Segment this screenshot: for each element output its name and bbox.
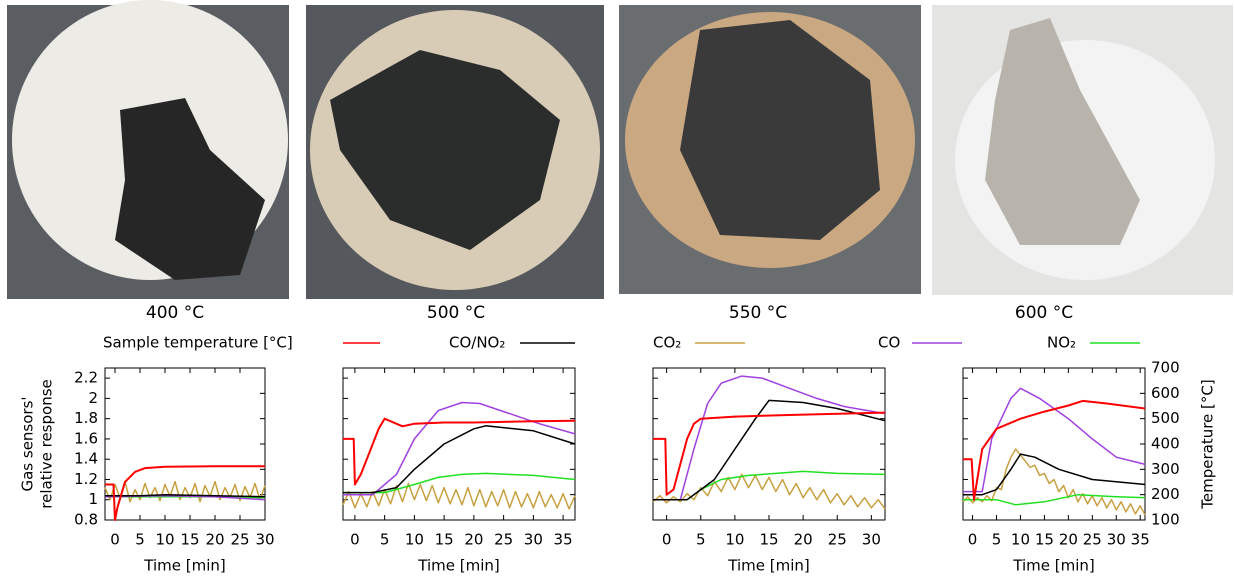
y-tick-label: 1.2 (74, 470, 98, 488)
y-tick-label: 1.4 (74, 450, 98, 468)
x-tick-label: 5 (696, 531, 706, 549)
figure: 400 °C 500 °C 550 °C 600 °C Sample temperatu… (0, 0, 1234, 578)
x-tick-label: 25 (230, 531, 249, 549)
x-tick-label: 15 (435, 531, 454, 549)
x-tick-label: 10 (725, 531, 744, 549)
x-tick-label: 5 (992, 531, 1002, 549)
x-tick-label: 10 (405, 531, 424, 549)
x-tick-label: 10 (1011, 531, 1030, 549)
y2-tick-label: 300 (1151, 460, 1180, 478)
y-axis-label: Gas sensors' (19, 396, 37, 491)
photo (306, 5, 604, 299)
y2-tick-label: 400 (1151, 435, 1180, 453)
x-axis-label: Time [min] (727, 557, 809, 575)
photos (7, 0, 1233, 299)
x-tick-label: 25 (1083, 531, 1102, 549)
y-tick-label: 1.8 (74, 409, 98, 427)
x-tick-label: 0 (110, 531, 120, 549)
photo (7, 0, 289, 299)
x-tick-label: 5 (380, 531, 390, 549)
x-tick-label: 20 (464, 531, 483, 549)
x-tick-label: 15 (759, 531, 778, 549)
x-tick-label: 5 (135, 531, 145, 549)
legend-label: CO₂ (653, 334, 681, 352)
y-axis-label: relative response (38, 379, 56, 508)
x-tick-label: 20 (1059, 531, 1078, 549)
photo (932, 5, 1233, 295)
y2-tick-label: 100 (1151, 511, 1180, 529)
x-tick-label: 35 (1131, 531, 1150, 549)
y2-axis-label: Temperature [°C] (1199, 379, 1217, 509)
legend-label: Sample temperature [°C] (103, 334, 293, 352)
x-tick-label: 0 (350, 531, 360, 549)
y-tick-label: 2 (88, 389, 98, 407)
x-tick-label: 30 (1107, 531, 1126, 549)
y-tick-label: 0.8 (74, 511, 98, 529)
y2-tick-label: 200 (1151, 485, 1180, 503)
x-tick-label: 0 (968, 531, 978, 549)
x-tick-label: 15 (180, 531, 199, 549)
y2-tick-label: 500 (1151, 409, 1180, 427)
photo-caption: 550 °C (729, 303, 787, 323)
x-tick-label: 30 (862, 531, 881, 549)
x-tick-label: 20 (794, 531, 813, 549)
x-tick-label: 20 (205, 531, 224, 549)
y2-tick-label: 700 (1151, 359, 1180, 377)
legend-label: NO₂ (1047, 334, 1076, 352)
x-tick-label: 25 (828, 531, 847, 549)
x-tick-label: 15 (1035, 531, 1054, 549)
photo-caption: 600 °C (1015, 303, 1073, 323)
legend-label: CO/NO₂ (449, 334, 505, 352)
x-tick-label: 0 (662, 531, 672, 549)
photo-caption: 400 °C (146, 303, 204, 323)
y-tick-label: 1 (88, 490, 98, 508)
x-tick-label: 25 (494, 531, 513, 549)
y-tick-label: 2.2 (74, 369, 98, 387)
x-tick-label: 30 (524, 531, 543, 549)
x-tick-label: 30 (255, 531, 274, 549)
photo (619, 5, 921, 294)
y2-tick-label: 600 (1151, 384, 1180, 402)
x-axis-label: Time [min] (417, 557, 499, 575)
x-axis-label: Time [min] (143, 557, 225, 575)
photo-caption: 500 °C (427, 303, 485, 323)
y-tick-label: 1.6 (74, 429, 98, 447)
x-axis-label: Time [min] (1012, 557, 1094, 575)
legend-label: CO (878, 334, 900, 352)
x-tick-label: 10 (155, 531, 174, 549)
x-tick-label: 35 (554, 531, 573, 549)
